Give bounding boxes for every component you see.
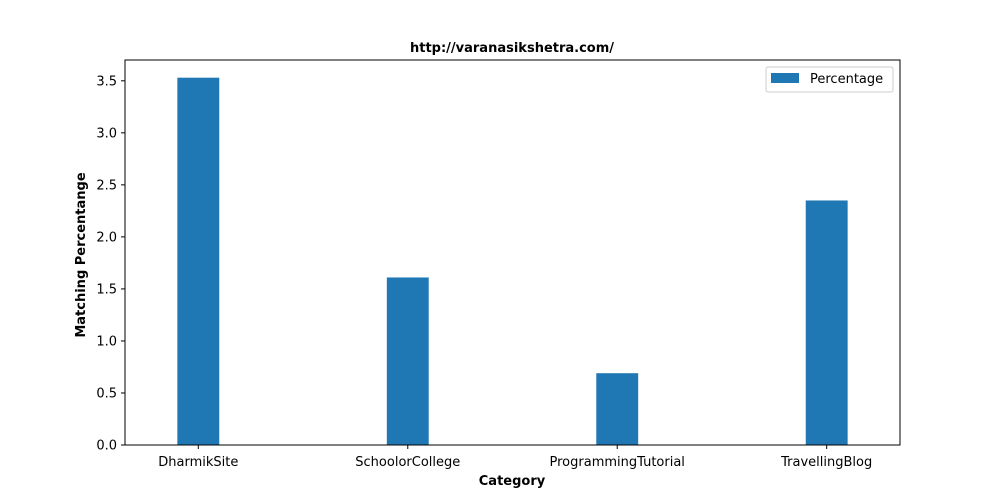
bar-programmingtutorial	[596, 373, 639, 445]
y-tick-label: 1.5	[96, 282, 117, 297]
y-tick-label: 2.0	[96, 230, 117, 245]
x-axis-title: Category	[479, 474, 546, 489]
bar-dharmiksite	[177, 77, 220, 446]
bar-travellingblog	[805, 200, 848, 445]
y-axis-title: Matching Percentange	[74, 172, 89, 338]
legend-label: Percentage	[810, 72, 883, 87]
y-tick-label: 3.5	[96, 74, 117, 89]
plot-frame	[124, 59, 901, 446]
y-axis: 0.0 0.5 1.0 1.5 2.0 2.5 3.0 3.5	[96, 74, 125, 454]
x-tick-label: TravellingBlog	[780, 455, 872, 470]
y-tick-label: 3.0	[96, 126, 117, 141]
x-tick-label: SchoolorCollege	[355, 455, 460, 470]
x-axis: DharmikSite SchoolorCollege ProgrammingTut…	[158, 445, 872, 470]
x-tick-label: ProgrammingTutorial	[550, 455, 685, 470]
y-tick-label: 0.5	[96, 386, 117, 401]
bar-schoolorcollege	[386, 277, 429, 445]
y-tick-label: 2.5	[96, 178, 117, 193]
y-tick-label: 0.0	[96, 439, 117, 454]
bars	[177, 77, 848, 446]
legend: Percentage	[765, 66, 894, 93]
y-tick-label: 1.0	[96, 334, 117, 349]
x-tick-label: DharmikSite	[158, 455, 238, 470]
legend-swatch	[771, 73, 799, 83]
chart-title: http://varanasikshetra.com/	[410, 41, 614, 56]
